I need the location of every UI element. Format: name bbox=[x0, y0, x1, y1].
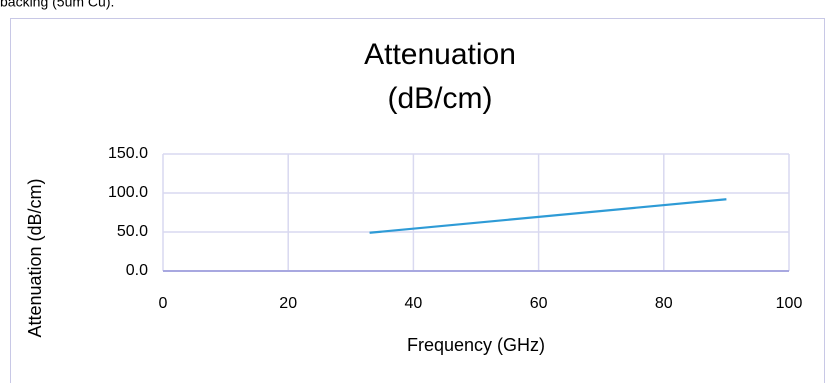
x-tick-label: 60 bbox=[530, 295, 548, 312]
data-line bbox=[369, 198, 727, 234]
y-tick-label: 0.0 bbox=[126, 262, 148, 279]
x-axis-label: Frequency (GHz) bbox=[407, 335, 545, 355]
x-tick-label: 40 bbox=[405, 295, 423, 312]
y-tick-label: 50.0 bbox=[117, 223, 148, 240]
x-tick-label: 80 bbox=[655, 295, 673, 312]
chart-title: Attenuation bbox=[364, 38, 516, 71]
x-tick-label: 0 bbox=[159, 295, 168, 312]
chart-title: (dB/cm) bbox=[388, 82, 493, 115]
chart-frame bbox=[10, 18, 825, 383]
y-axis-label: Attenuation (dB/cm) bbox=[25, 178, 45, 337]
x-tick-label: 100 bbox=[776, 295, 803, 312]
y-tick-label: 100.0 bbox=[108, 184, 148, 201]
x-tick-label: 20 bbox=[279, 295, 297, 312]
y-tick-label: 150.0 bbox=[108, 145, 148, 162]
caption: backing (5um Cu). bbox=[0, 0, 114, 10]
